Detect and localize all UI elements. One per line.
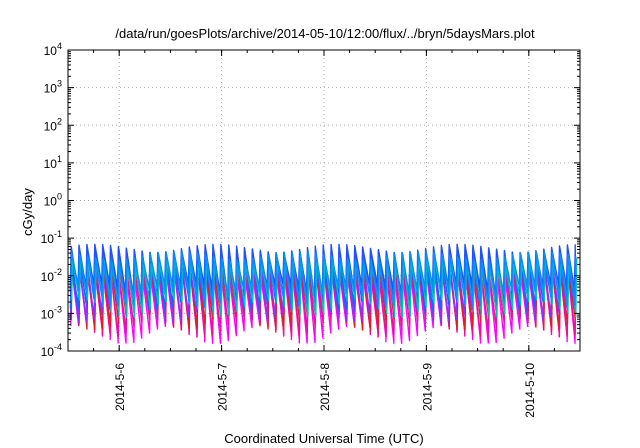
axis-ticks: 10-4 10-3 10-2 10-1 100 101 102 103 104 2014-5-6 2…: [41, 41, 581, 418]
y-tick-label: 102: [44, 116, 62, 133]
x-tick-label: 2014-5-10: [523, 363, 537, 418]
chart-title: /data/run/goesPlots/archive/2014-05-10/1…: [115, 26, 535, 41]
y-tick-label: 104: [44, 41, 62, 58]
x-tick-label: 2014-5-6: [113, 363, 127, 411]
series-line: [70, 250, 577, 307]
series-lines: [69, 243, 578, 344]
y-tick-label: 100: [44, 192, 62, 209]
x-tick-label: 2014-5-7: [216, 363, 230, 411]
y-tick-label: 10-2: [41, 267, 62, 284]
y-tick-label: 101: [44, 154, 62, 171]
y-tick-label: 10-3: [41, 304, 62, 321]
y-axis-label: cGy/day: [20, 188, 35, 236]
x-tick-label: 2014-5-8: [318, 363, 332, 411]
y-tick-label: 10-4: [41, 342, 62, 359]
x-tick-label: 2014-5-9: [420, 363, 434, 411]
y-tick-label: 103: [44, 79, 62, 96]
y-tick-label: 10-1: [41, 229, 62, 246]
x-axis-label: Coordinated Universal Time (UTC): [224, 431, 423, 446]
